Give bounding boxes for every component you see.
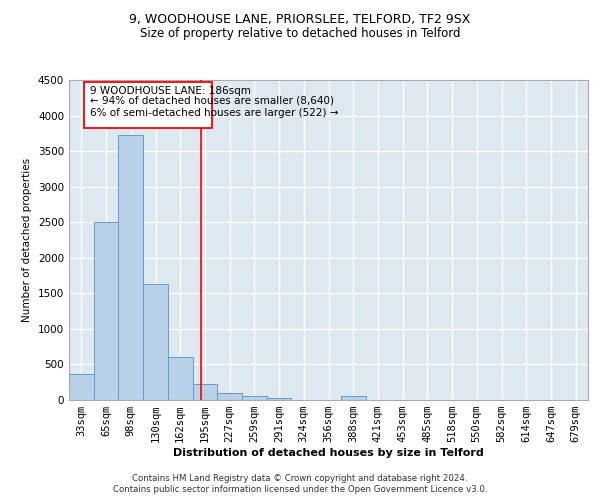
Bar (168, 358, 193, 400)
Y-axis label: Number of detached properties: Number of detached properties (22, 158, 32, 322)
Bar (118, 136, 143, 400)
Bar (242, 396, 267, 400)
Bar (143, 284, 168, 400)
Text: 9 WOODHOUSE LANE: 186sqm: 9 WOODHOUSE LANE: 186sqm (90, 86, 251, 97)
Text: Contains HM Land Registry data © Crown copyright and database right 2024.
Contai: Contains HM Land Registry data © Crown c… (113, 474, 487, 494)
Bar (94, 222, 118, 400)
Bar (193, 384, 217, 400)
Text: ← 94% of detached houses are smaller (8,640): ← 94% of detached houses are smaller (8,… (90, 96, 334, 106)
X-axis label: Distribution of detached houses by size in Telford: Distribution of detached houses by size … (173, 448, 484, 458)
Bar (69, 374, 94, 400)
Bar (217, 392, 242, 400)
Bar (341, 396, 365, 400)
Bar (267, 398, 292, 400)
Text: 6% of semi-detached houses are larger (522) →: 6% of semi-detached houses are larger (5… (90, 108, 338, 118)
Text: 9, WOODHOUSE LANE, PRIORSLEE, TELFORD, TF2 9SX: 9, WOODHOUSE LANE, PRIORSLEE, TELFORD, T… (130, 12, 470, 26)
Text: Size of property relative to detached houses in Telford: Size of property relative to detached ho… (140, 28, 460, 40)
FancyBboxPatch shape (84, 82, 212, 128)
